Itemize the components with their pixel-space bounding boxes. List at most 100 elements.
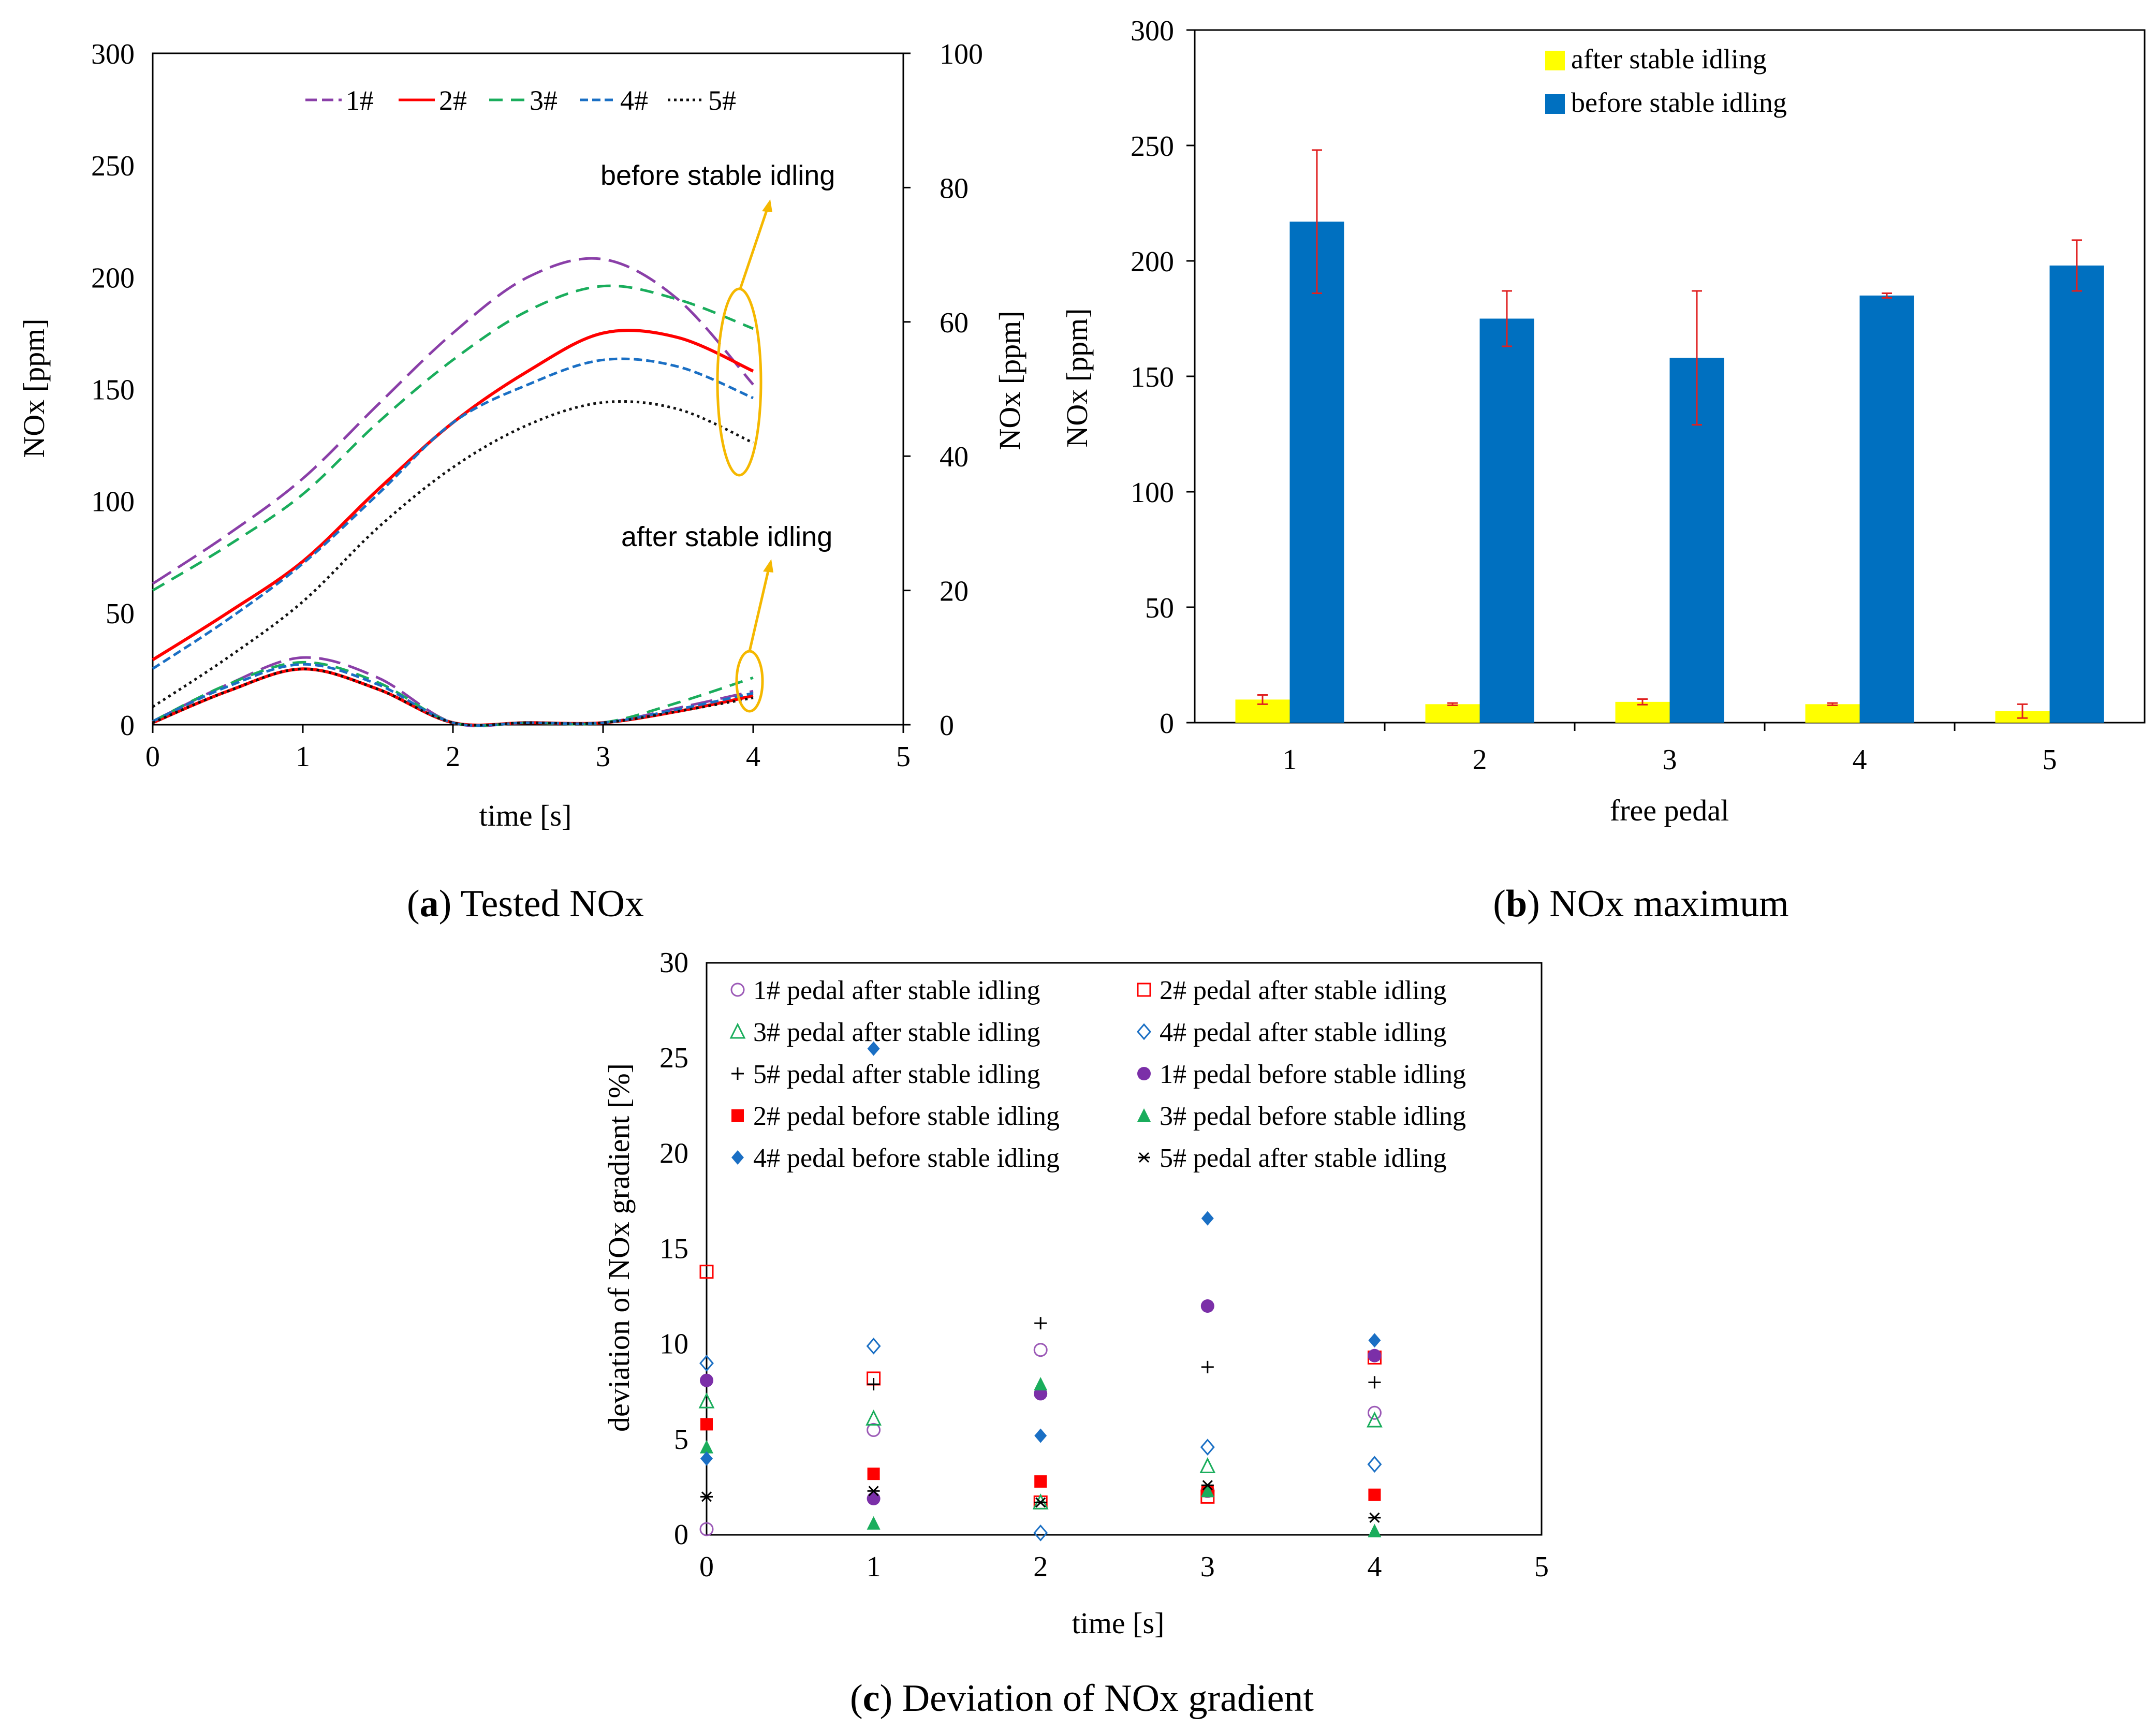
series-3-before-idling-line — [152, 284, 754, 592]
series-4-before-idling-line — [152, 357, 754, 670]
point-series-4 — [866, 1338, 881, 1355]
caption-c-text: Deviation of NOx gradient — [892, 1677, 1314, 1720]
bar-after-idling-2 — [1425, 704, 1480, 723]
legend-c-marker-9 — [731, 1150, 744, 1165]
panel-c-xlabel: time [s] — [1072, 1606, 1165, 1640]
point-series-9 — [867, 1041, 880, 1056]
panel-c-ytick-label: 20 — [659, 1137, 688, 1169]
panel-c-xtick-label: 5 — [1534, 1551, 1549, 1583]
annotation-before-idling: before stable idling — [600, 160, 835, 191]
point-series-8 — [700, 1440, 713, 1454]
point-series-6 — [1200, 1299, 1214, 1313]
point-series-8 — [1200, 1484, 1214, 1498]
panel-a-ytick-right-label: 20 — [940, 576, 969, 608]
legend-c-marker-8 — [1137, 1108, 1151, 1122]
legend-c-label-10: 5# pedal after stable idling — [1160, 1143, 1446, 1173]
point-series-8 — [867, 1516, 881, 1530]
panel-b-xtick-label: 3 — [1663, 744, 1677, 776]
legend-c-label-1: 1# pedal after stable idling — [753, 976, 1040, 1005]
panel-c-ylabel: deviation of NOx gradient [%] — [602, 1063, 636, 1432]
panel-c-ytick-label: 15 — [659, 1233, 688, 1265]
panel-a-ytick-label: 100 — [91, 486, 135, 518]
point-series-10 — [1034, 1497, 1047, 1508]
legend-b-label-2: before stable idling — [1571, 87, 1787, 118]
bar-after-idling-4 — [1805, 704, 1860, 723]
panel-c-ytick-label: 10 — [659, 1328, 688, 1360]
panel-b-ytick-label: 0 — [1160, 708, 1174, 740]
panel-b-ytick-label: 250 — [1131, 130, 1174, 163]
legend-a-label-2: 2# — [439, 85, 467, 116]
panel-b-xtick-label: 2 — [1473, 744, 1487, 776]
point-series-5 — [1201, 1360, 1214, 1373]
panel-b-legend: after stable idling before stable idling — [1545, 43, 1787, 118]
panel-c-xtick-label: 1 — [867, 1551, 881, 1583]
panel-a-ytick-label: 300 — [91, 38, 135, 70]
panel-b-ytick-label: 50 — [1145, 592, 1174, 624]
legend-c-label-2: 2# pedal after stable idling — [1160, 976, 1446, 1005]
point-series-7 — [1368, 1488, 1381, 1501]
panel-b-ytick-label: 150 — [1131, 361, 1174, 393]
bar-before-idling-1 — [1289, 222, 1344, 723]
panel-a-plot-area — [152, 52, 904, 726]
panel-c-xtick-label: 3 — [1200, 1551, 1215, 1583]
panel-c-ytick-label: 30 — [659, 947, 688, 979]
point-series-6 — [867, 1492, 881, 1506]
legend-c-marker-6 — [1137, 1067, 1151, 1080]
panel-c-xtick-label: 0 — [699, 1551, 714, 1583]
panel-b-xtick-label: 4 — [1853, 744, 1867, 776]
panel-c-ytick-label: 0 — [674, 1519, 688, 1551]
panel-a-ytick-right-label: 80 — [940, 172, 969, 204]
panel-c-plot-area — [706, 962, 1543, 1536]
panel-b-ylabel: NOx [ppm] — [1060, 308, 1094, 447]
point-series-9 — [1034, 1428, 1047, 1443]
legend-a-label-5: 5# — [708, 85, 736, 116]
panel-b-bar-chart: 0 50 100 150 200 250 300 1 2 3 4 5 NOx [ppm] free … — [1060, 15, 2146, 827]
point-series-3 — [1366, 1411, 1383, 1428]
point-series-4 — [699, 1355, 714, 1372]
caption-b: (b) NOx maximum — [1493, 883, 1788, 925]
caption-a: (a) Tested NOx — [407, 883, 644, 925]
annotation-after-idling: after stable idling — [621, 521, 832, 552]
point-series-4 — [1367, 1456, 1382, 1473]
point-series-8 — [1368, 1523, 1382, 1537]
legend-a-label-3: 3# — [530, 85, 558, 116]
before-idling-arrow — [739, 204, 770, 289]
panel-a-xtick-label: 1 — [296, 741, 310, 773]
point-series-4 — [1033, 1524, 1048, 1542]
series-1-after-idling-line — [152, 656, 754, 728]
panel-a-ytick-label: 200 — [91, 262, 135, 294]
panel-b-xtick-label: 1 — [1283, 744, 1297, 776]
panel-a-xtick-label: 5 — [896, 741, 911, 773]
series-5-before-idling-line — [152, 400, 754, 708]
series-5-after-idling-line — [152, 667, 754, 727]
legend-c-label-9: 4# pedal before stable idling — [753, 1143, 1060, 1173]
panel-a-legend: 1# 2# 3# 4# 5# — [305, 85, 736, 116]
panel-c-xtick-label: 4 — [1367, 1551, 1382, 1583]
legend-c-label-8: 3# pedal before stable idling — [1160, 1102, 1466, 1131]
bar-before-idling-4 — [1859, 295, 1914, 723]
panel-b-xtick-label: 5 — [2043, 744, 2057, 776]
panel-b-ytick-label: 200 — [1131, 246, 1174, 278]
caption-a-text: Tested NOx — [451, 883, 644, 925]
bar-before-idling-2 — [1479, 318, 1534, 723]
bar-before-idling-5 — [2049, 265, 2104, 723]
panel-a-ylabel-right: NOx [ppm] — [993, 311, 1026, 450]
point-series-9 — [700, 1451, 713, 1466]
point-series-7 — [867, 1468, 880, 1480]
panel-c-legend: 1# pedal after stable idling 2# pedal aft… — [729, 976, 1466, 1173]
legend-c-marker-4 — [1137, 1023, 1151, 1040]
panel-b-ytick-label: 300 — [1131, 15, 1174, 47]
panel-a-xtick-label: 3 — [596, 741, 610, 773]
caption-c: (c) Deviation of NOx gradient — [850, 1677, 1314, 1720]
panel-a-ytick-label: 50 — [106, 598, 135, 630]
panel-b-ytick-label: 100 — [1131, 477, 1174, 509]
caption-a-letter: a — [420, 883, 439, 925]
panel-a-xtick-label: 2 — [446, 741, 460, 773]
panel-a-ytick-label: 250 — [91, 150, 135, 182]
panel-c-ytick-label: 5 — [674, 1424, 688, 1456]
point-series-7 — [1034, 1475, 1047, 1488]
point-series-7 — [700, 1418, 713, 1431]
panel-c-scatter-chart: 0 5 10 15 20 25 30 0 1 2 3 4 5 deviation of NOx gra… — [602, 947, 1549, 1640]
legend-c-marker-7 — [731, 1109, 744, 1122]
series-3-after-idling-line — [152, 661, 754, 727]
